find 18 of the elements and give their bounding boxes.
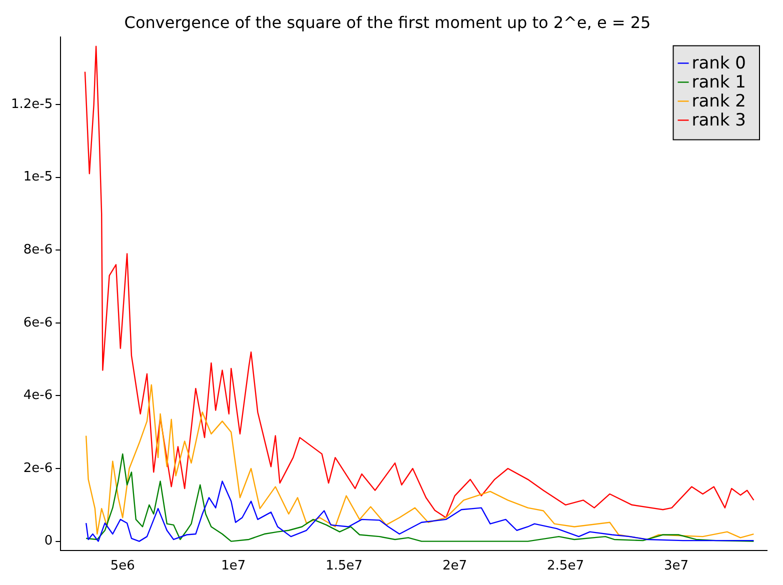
y-tick-label: 0 [44, 534, 53, 549]
x-tick-label: 5e6 [110, 558, 135, 574]
y-tick-label: 8e-6 [23, 242, 53, 258]
x-tick-label: 2e7 [442, 558, 468, 574]
legend-label: rank 0 [692, 54, 746, 74]
y-tick-label: 4e-6 [23, 388, 53, 404]
x-tick-label: 3e7 [664, 558, 688, 574]
x-tick-label: 1.5e7 [326, 558, 363, 574]
legend-label: rank 2 [692, 92, 746, 112]
x-tick-label: 2.5e7 [547, 558, 584, 574]
y-tick-label: 2e-6 [23, 460, 53, 476]
x-tick-label: 1e7 [221, 558, 246, 574]
y-tick-label: 1.2e-5 [10, 96, 53, 112]
legend-label: rank 3 [692, 110, 746, 131]
y-tick-label: 1e-5 [23, 170, 53, 185]
chart-title: Convergence of the square of the first moment up to 2^e, e = 25 [124, 12, 651, 32]
y-tick-label: 6e-6 [23, 315, 53, 330]
legend-label: rank 1 [692, 72, 746, 93]
